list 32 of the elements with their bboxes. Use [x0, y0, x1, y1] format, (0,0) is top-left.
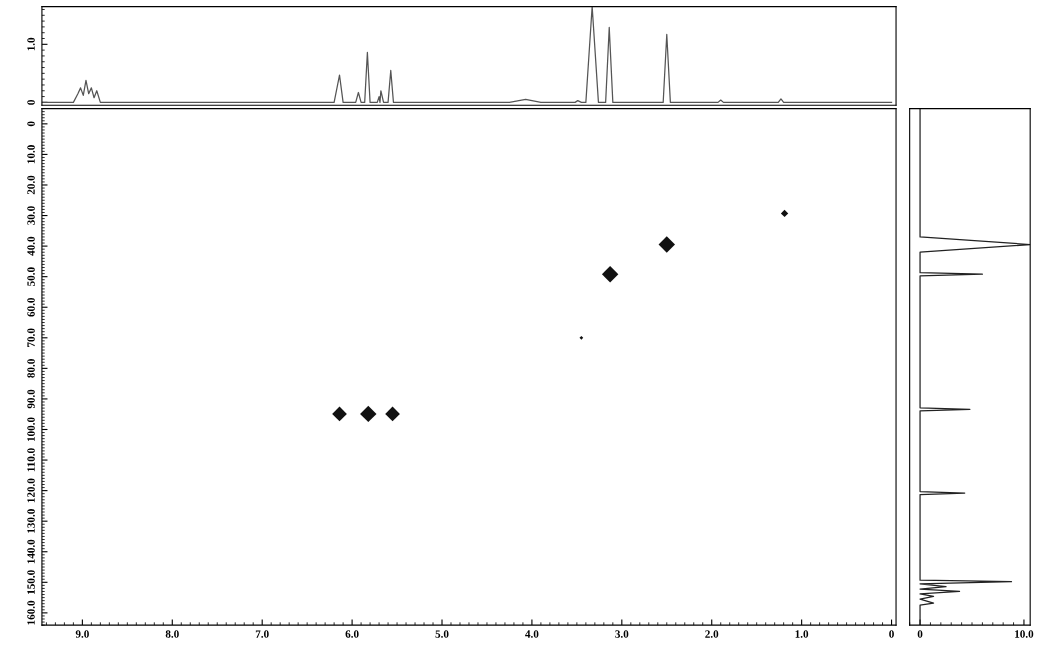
x-tick-label: 2.0 [705, 630, 719, 638]
y-tick-label: 10.0 [27, 145, 35, 164]
y-tick-label: 60.0 [27, 297, 35, 317]
x-tick-label: 0 [889, 630, 894, 638]
y-tick-label: 0 [27, 100, 35, 105]
x-tick-label: 3.0 [615, 630, 629, 638]
y-tick-label: 130.0 [27, 509, 35, 533]
y-tick-label: 40.0 [27, 236, 35, 256]
x-tick-label: 8.0 [165, 630, 179, 638]
x-tick-label: 9.0 [75, 630, 89, 638]
y-tick-label: 50.0 [27, 267, 35, 286]
y-tick-label: 150.0 [27, 570, 35, 594]
x-tick-label: 5.0 [435, 630, 449, 638]
x-tick-label: 4.0 [525, 630, 539, 638]
y-tick-label: 160.0 [27, 600, 35, 625]
x-tick-label: 7.0 [255, 630, 269, 638]
y-tick-label: 20.0 [27, 175, 35, 195]
y-tick-label: 80.0 [27, 359, 35, 378]
x-tick-label: 6.0 [345, 630, 359, 638]
y-tick-label: 0 [27, 121, 35, 127]
y-tick-label: 120.0 [27, 478, 35, 503]
y-tick-label: 1.0 [27, 37, 35, 51]
y-tick-label: 110.0 [27, 448, 35, 472]
x-tick-label: 1.0 [795, 630, 809, 638]
y-tick-label: 70.0 [27, 328, 35, 347]
y-tick-label: 30.0 [27, 206, 35, 225]
y-tick-label: 140.0 [27, 539, 35, 564]
y-tick-label: 100.0 [27, 417, 35, 442]
x-tick-label: 10.0 [1015, 630, 1034, 638]
line-series [41, 6, 893, 104]
x-tick-label: 0 [917, 630, 923, 638]
y-tick-label: 90.0 [27, 389, 35, 409]
